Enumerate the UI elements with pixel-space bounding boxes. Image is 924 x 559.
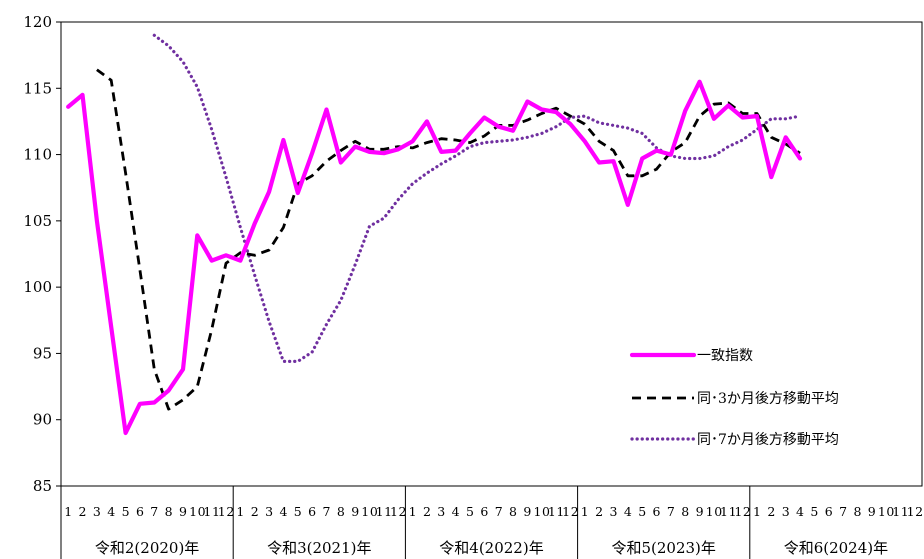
year-group-label: 令和6(2024)年 xyxy=(784,539,888,557)
y-tick-label: 100 xyxy=(23,278,52,296)
x-month-label: 2 xyxy=(79,504,87,519)
x-month-label: 1 xyxy=(409,504,417,519)
x-month-label: 11 xyxy=(548,504,565,519)
x-month-label: 5 xyxy=(638,504,646,519)
x-month-label: 5 xyxy=(466,504,474,519)
x-month-label: 5 xyxy=(122,504,130,519)
x-month-label: 10 xyxy=(706,504,723,519)
series-line-1 xyxy=(66,79,803,436)
y-tick-label: 115 xyxy=(23,79,52,97)
x-month-label: 8 xyxy=(509,504,517,519)
chart-series xyxy=(66,33,803,436)
series-line-3 xyxy=(152,33,802,363)
chart-axes xyxy=(60,21,923,559)
x-month-label: 4 xyxy=(279,504,287,519)
x-month-label: 6 xyxy=(480,504,488,519)
y-tick-label: 85 xyxy=(33,477,52,495)
x-month-label: 8 xyxy=(337,504,345,519)
x-month-label: 2 xyxy=(595,504,603,519)
x-month-label: 12 xyxy=(562,504,579,519)
x-month-label: 2 xyxy=(767,504,775,519)
year-group-label: 令和3(2021)年 xyxy=(267,539,371,557)
x-month-label: 10 xyxy=(533,504,550,519)
legend-label-3: 同･7か月後方移動平均 xyxy=(697,432,839,448)
year-group-label: 令和4(2022)年 xyxy=(439,539,543,557)
x-month-label: 5 xyxy=(810,504,818,519)
x-month-label: 8 xyxy=(165,504,173,519)
x-month-label: 7 xyxy=(667,504,675,519)
x-month-label: 3 xyxy=(93,504,101,519)
legend-label-1: 一致指数 xyxy=(697,348,753,364)
x-month-label: 1 xyxy=(753,504,761,519)
x-month-label: 12 xyxy=(390,504,407,519)
x-month-label: 1 xyxy=(236,504,244,519)
x-month-label: 8 xyxy=(681,504,689,519)
x-month-label: 5 xyxy=(294,504,302,519)
x-month-label: 7 xyxy=(495,504,503,519)
x-month-label: 1 xyxy=(64,504,72,519)
x-month-label: 12 xyxy=(907,504,924,519)
x-month-label: 7 xyxy=(150,504,158,519)
x-month-label: 6 xyxy=(308,504,316,519)
y-tick-label: 90 xyxy=(33,411,52,429)
x-month-label: 12 xyxy=(218,504,235,519)
x-month-label: 11 xyxy=(720,504,737,519)
x-month-label: 11 xyxy=(203,504,220,519)
x-month-label: 4 xyxy=(624,504,632,519)
x-month-label: 6 xyxy=(825,504,833,519)
x-month-label: 6 xyxy=(653,504,661,519)
y-tick-label: 105 xyxy=(23,212,52,230)
x-month-label: 7 xyxy=(322,504,330,519)
x-month-label: 2 xyxy=(251,504,259,519)
x-month-label: 10 xyxy=(361,504,378,519)
legend-label-2: 同･3か月後方移動平均 xyxy=(697,391,839,407)
y-tick-label: 95 xyxy=(33,344,52,362)
x-month-label: 12 xyxy=(734,504,751,519)
y-axis-ticks: 85 90 95 100 105 110 115 120 xyxy=(23,13,61,495)
x-month-label: 3 xyxy=(437,504,445,519)
y-tick-label: 110 xyxy=(23,146,52,164)
x-month-label: 4 xyxy=(452,504,460,519)
x-month-label: 9 xyxy=(523,504,531,519)
x-month-label: 4 xyxy=(107,504,115,519)
x-month-label: 11 xyxy=(376,504,393,519)
x-month-label: 9 xyxy=(351,504,359,519)
year-group-label: 令和5(2023)年 xyxy=(611,539,715,557)
x-month-label: 2 xyxy=(423,504,431,519)
x-month-label: 8 xyxy=(853,504,861,519)
x-month-label: 1 xyxy=(581,504,589,519)
x-month-label: 9 xyxy=(868,504,876,519)
y-tick-label: 120 xyxy=(23,13,52,31)
series-line-2 xyxy=(96,68,801,411)
x-month-label: 3 xyxy=(265,504,273,519)
x-month-label: 11 xyxy=(892,504,909,519)
year-group-label: 令和2(2020)年 xyxy=(95,539,199,557)
plot-area-frame xyxy=(60,21,923,487)
x-month-label: 10 xyxy=(878,504,895,519)
x-month-label: 7 xyxy=(839,504,847,519)
x-month-label: 3 xyxy=(782,504,790,519)
x-month-label: 6 xyxy=(136,504,144,519)
x-month-label: 4 xyxy=(796,504,804,519)
x-month-label: 9 xyxy=(696,504,704,519)
x-month-label: 10 xyxy=(189,504,206,519)
x-month-label: 9 xyxy=(179,504,187,519)
x-month-label: 3 xyxy=(609,504,617,519)
